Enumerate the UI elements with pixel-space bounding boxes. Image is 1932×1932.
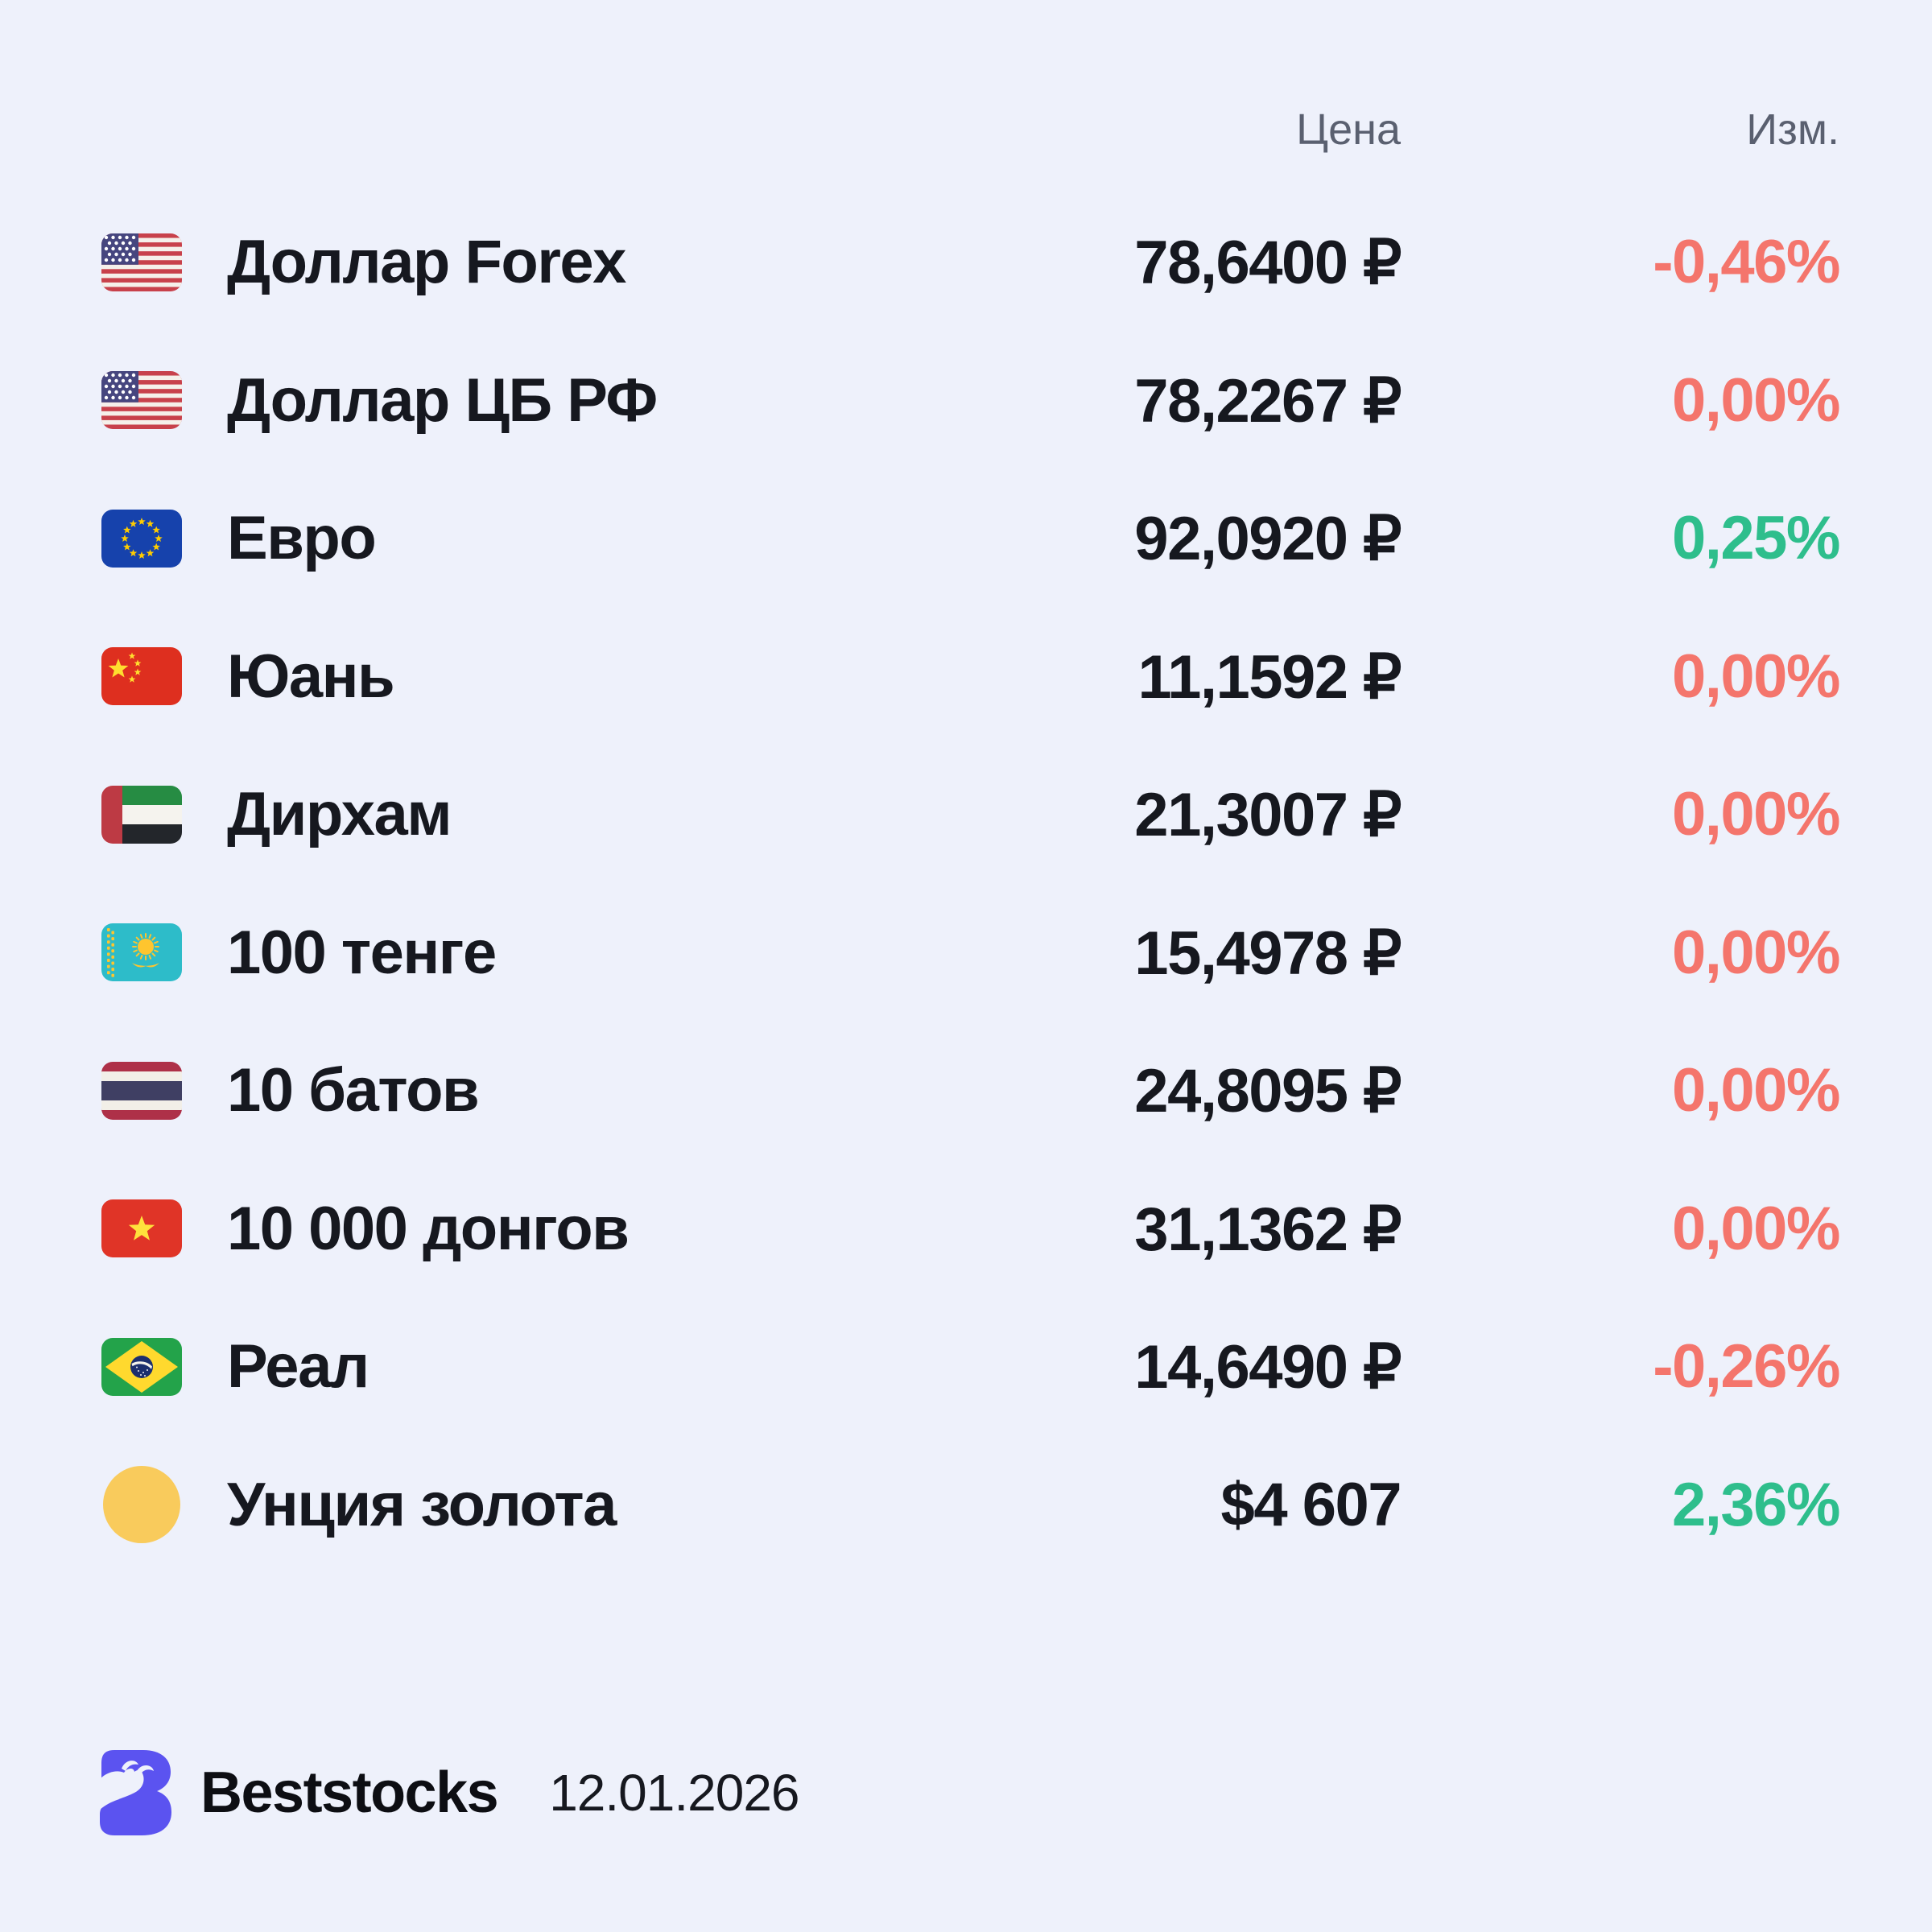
uae-flag-icon [101,774,182,855]
report-date: 12.01.2026 [549,1764,799,1822]
instrument-name: Евро [227,504,377,573]
table-row[interactable]: Дирхам 21,3007 ₽ 0,00% [101,745,1841,884]
instrument-price: 78,6400 ₽ [1134,229,1402,298]
instrument-price: 92,0920 ₽ [1134,505,1402,574]
footer: Beststocks 12.01.2026 [95,1750,800,1835]
instrument-name: Унция золота [227,1470,617,1539]
instrument-change: 0,00% [1672,918,1841,987]
table-row[interactable]: 10 батов 24,8095 ₽ 0,00% [101,1022,1841,1160]
instrument-name: Доллар ЦБ РФ [227,365,658,435]
thailand-flag-icon [101,1051,182,1131]
table-row[interactable]: 100 тенге 15,4978 ₽ 0,00% [101,884,1841,1022]
china-flag-icon [101,636,182,716]
brand-name: Beststocks [200,1761,499,1825]
instrument-change: 0,00% [1672,780,1841,849]
brazil-flag-icon [101,1327,182,1407]
price-column-header: Цена [1296,105,1401,154]
table-row[interactable]: 10 000 донгов 31,1362 ₽ 0,00% [101,1160,1841,1298]
us-flag-icon [101,222,182,303]
instrument-name: Реал [227,1332,369,1402]
instrument-price: 14,6490 ₽ [1134,1333,1402,1402]
instrument-name: 100 тенге [227,918,497,987]
table-row[interactable]: Доллар Forex 78,6400 ₽ -0,46% [101,193,1841,332]
instrument-price: 21,3007 ₽ [1134,781,1402,850]
beststocks-logo-icon [95,1750,174,1835]
us-flag-icon [101,360,182,440]
instrument-price: 78,2267 ₽ [1134,366,1402,436]
instrument-change: 0,00% [1672,1056,1841,1125]
instrument-name: 10 000 донгов [227,1194,630,1263]
instrument-change: -0,46% [1653,228,1840,297]
instrument-name: Дирхам [227,780,452,849]
instrument-name: Доллар Forex [227,228,626,297]
instrument-name: 10 батов [227,1056,480,1125]
instrument-change: 0,00% [1672,642,1841,711]
instrument-name: Юань [227,642,395,711]
table-row[interactable]: Унция золота $4 607 2,36% [101,1436,1841,1575]
instrument-change: 0,00% [1672,365,1841,435]
instrument-price: 31,1362 ₽ [1134,1195,1402,1264]
rates-table: Доллар Forex 78,6400 ₽ -0,46% Доллар ЦБ … [101,193,1841,1575]
table-row[interactable]: Евро 92,0920 ₽ 0,25% [101,469,1841,608]
kazakhstan-flag-icon [101,912,182,993]
gold-circle-icon [101,1464,182,1545]
vietnam-flag-icon [101,1188,182,1269]
table-row[interactable]: Доллар ЦБ РФ 78,2267 ₽ 0,00% [101,332,1841,470]
instrument-price: $4 607 [1220,1470,1402,1539]
eu-flag-icon [101,498,182,579]
table-row[interactable]: Реал 14,6490 ₽ -0,26% [101,1298,1841,1436]
table-row[interactable]: Юань 11,1592 ₽ 0,00% [101,608,1841,746]
instrument-price: 15,4978 ₽ [1134,919,1402,988]
change-column-header: Изм. [1746,105,1839,154]
instrument-change: -0,26% [1653,1332,1840,1402]
instrument-change: 2,36% [1672,1470,1841,1539]
instrument-price: 11,1592 ₽ [1137,642,1402,712]
instrument-change: 0,25% [1672,504,1841,573]
instrument-change: 0,00% [1672,1194,1841,1263]
instrument-price: 24,8095 ₽ [1134,1057,1402,1126]
